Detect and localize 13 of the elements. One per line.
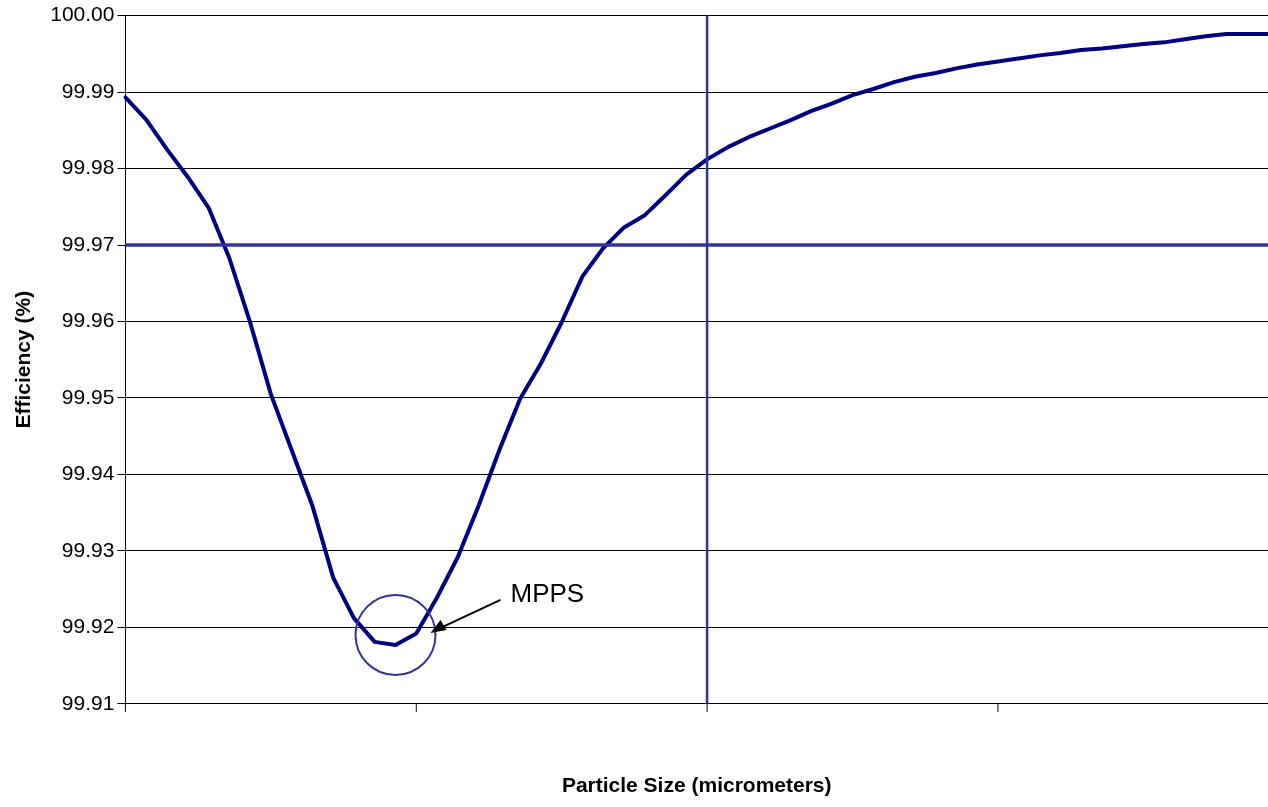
y-tick-label: 100.00 [50,2,115,26]
annotation: MPPS [510,578,585,609]
y-tick-label: 99.93 [61,537,115,561]
y-tick-label: 99.99 [61,78,115,102]
y-tick-label: 99.91 [61,690,115,714]
y-axis-title: Efficiency (%) [11,290,35,429]
y-tick-label: 99.98 [61,155,115,179]
y-tick-label: 99.95 [61,384,115,408]
x-axis-title: Particle Size (micrometers) [561,773,832,797]
y-tick-label: 99.94 [61,461,115,485]
y-tick-label: 99.97 [61,231,115,255]
y-tick-label: 99.96 [61,308,115,332]
y-tick-label: 99.92 [61,614,115,638]
